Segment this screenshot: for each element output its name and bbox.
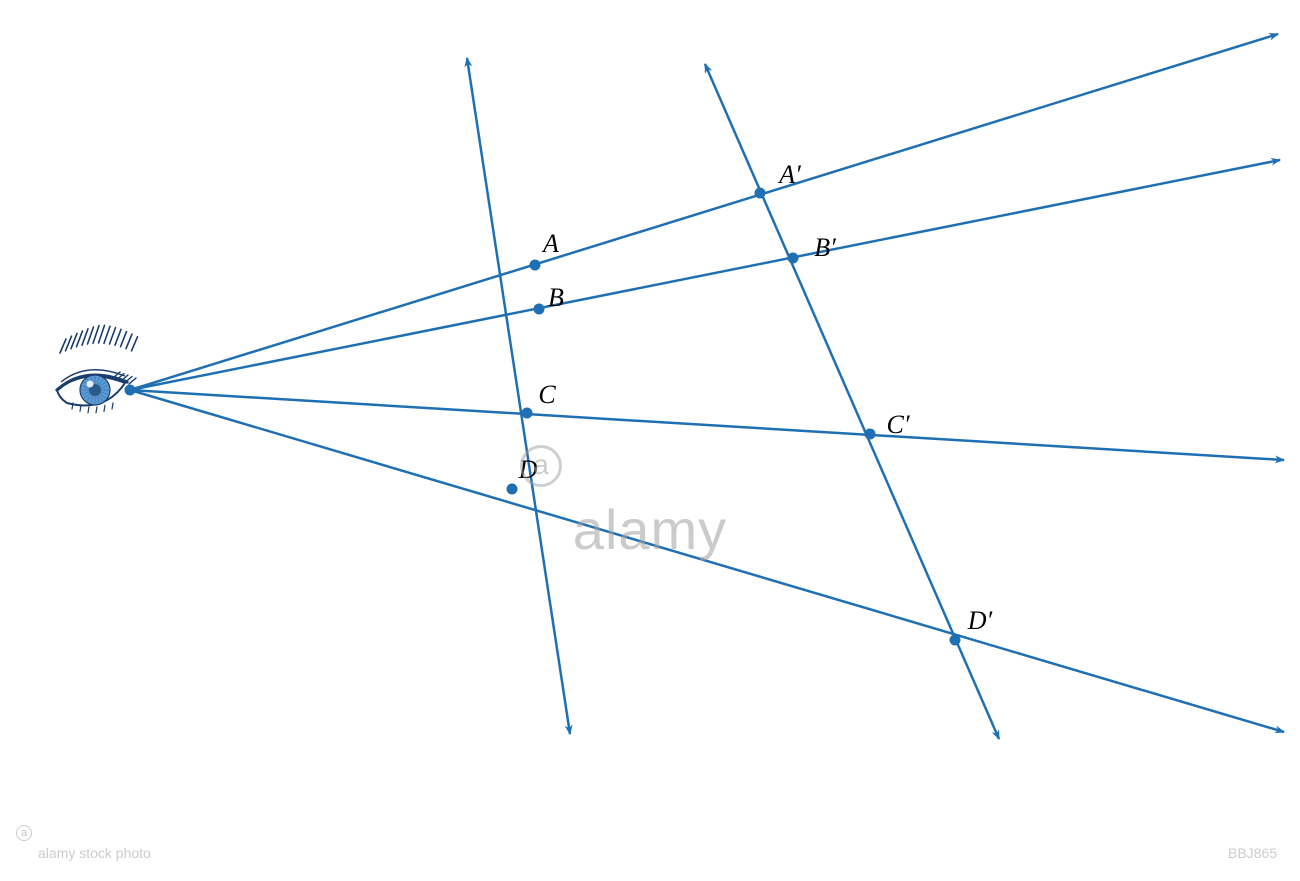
label-Bp: B′ bbox=[814, 233, 836, 263]
diagram-svg bbox=[0, 0, 1300, 876]
line-rayA bbox=[130, 34, 1278, 390]
label-C: C bbox=[538, 380, 555, 410]
eyebrow bbox=[60, 325, 138, 353]
line-rayD bbox=[130, 390, 1284, 732]
point-C bbox=[522, 408, 533, 419]
point-origin bbox=[125, 385, 136, 396]
lines-group bbox=[130, 34, 1284, 739]
eye-highlight bbox=[87, 381, 94, 388]
point-Cp bbox=[865, 429, 876, 440]
eye-icon bbox=[57, 325, 138, 412]
label-Cp: C′ bbox=[886, 410, 909, 440]
point-Bp bbox=[788, 253, 799, 264]
point-B bbox=[534, 304, 545, 315]
line-rayC bbox=[130, 390, 1284, 460]
point-D bbox=[507, 484, 518, 495]
line-rayB bbox=[130, 160, 1280, 390]
label-A: A bbox=[543, 229, 559, 259]
label-Ap: A′ bbox=[779, 160, 801, 190]
label-B: B bbox=[548, 283, 564, 313]
label-D: D bbox=[519, 455, 538, 485]
point-A bbox=[530, 260, 541, 271]
point-Dp bbox=[950, 635, 961, 646]
projective-geometry-diagram: AB C D A′ B′ C′ D′ bbox=[0, 0, 1300, 876]
label-Dp: D′ bbox=[968, 606, 992, 636]
point-Ap bbox=[755, 188, 766, 199]
